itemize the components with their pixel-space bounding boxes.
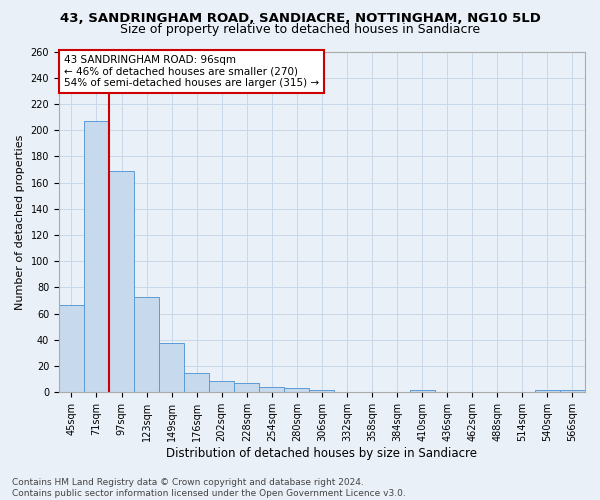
Bar bbox=[560, 390, 585, 392]
Bar bbox=[159, 342, 184, 392]
Text: Contains HM Land Registry data © Crown copyright and database right 2024.
Contai: Contains HM Land Registry data © Crown c… bbox=[12, 478, 406, 498]
Bar bbox=[209, 380, 234, 392]
X-axis label: Distribution of detached houses by size in Sandiacre: Distribution of detached houses by size … bbox=[166, 447, 478, 460]
Bar bbox=[84, 121, 109, 392]
Text: Size of property relative to detached houses in Sandiacre: Size of property relative to detached ho… bbox=[120, 22, 480, 36]
Bar bbox=[535, 390, 560, 392]
Y-axis label: Number of detached properties: Number of detached properties bbox=[15, 134, 25, 310]
Bar bbox=[410, 390, 434, 392]
Bar bbox=[134, 296, 159, 392]
Bar bbox=[59, 304, 84, 392]
Bar bbox=[259, 387, 284, 392]
Text: 43, SANDRINGHAM ROAD, SANDIACRE, NOTTINGHAM, NG10 5LD: 43, SANDRINGHAM ROAD, SANDIACRE, NOTTING… bbox=[59, 12, 541, 26]
Text: 43 SANDRINGHAM ROAD: 96sqm
← 46% of detached houses are smaller (270)
54% of sem: 43 SANDRINGHAM ROAD: 96sqm ← 46% of deta… bbox=[64, 55, 319, 88]
Bar bbox=[284, 388, 310, 392]
Bar bbox=[310, 390, 334, 392]
Bar bbox=[109, 171, 134, 392]
Bar bbox=[184, 372, 209, 392]
Bar bbox=[234, 383, 259, 392]
